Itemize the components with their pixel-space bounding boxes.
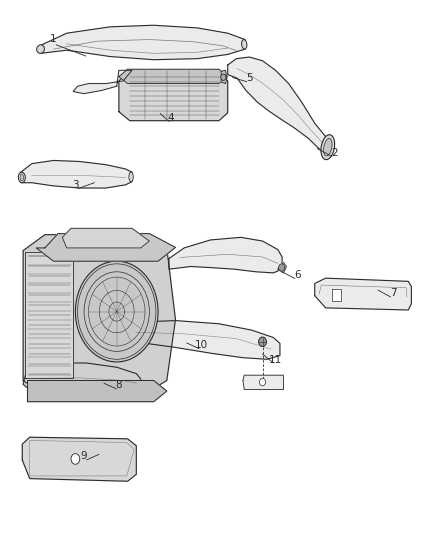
Polygon shape — [23, 235, 176, 397]
Text: 4: 4 — [168, 114, 174, 123]
Polygon shape — [23, 363, 141, 394]
Polygon shape — [36, 233, 176, 261]
Ellipse shape — [129, 172, 133, 182]
Polygon shape — [221, 70, 227, 84]
Ellipse shape — [242, 39, 247, 49]
Polygon shape — [41, 25, 245, 60]
Text: 6: 6 — [294, 270, 300, 280]
Polygon shape — [28, 381, 167, 402]
Text: 5: 5 — [246, 72, 253, 83]
Polygon shape — [21, 160, 132, 188]
Polygon shape — [169, 237, 282, 273]
Ellipse shape — [37, 45, 44, 53]
Text: 1: 1 — [50, 34, 57, 44]
Polygon shape — [243, 375, 283, 390]
Polygon shape — [332, 289, 341, 301]
Ellipse shape — [18, 172, 25, 183]
Text: 11: 11 — [269, 354, 282, 365]
Circle shape — [279, 264, 285, 271]
Text: 8: 8 — [116, 380, 122, 390]
Polygon shape — [119, 70, 228, 120]
Circle shape — [75, 261, 158, 362]
Text: 2: 2 — [331, 148, 338, 158]
Polygon shape — [228, 57, 330, 155]
Ellipse shape — [20, 174, 24, 181]
Polygon shape — [119, 69, 228, 84]
Polygon shape — [25, 252, 73, 378]
Circle shape — [258, 337, 266, 346]
Ellipse shape — [324, 139, 332, 156]
Text: 9: 9 — [81, 451, 88, 461]
Polygon shape — [62, 228, 149, 248]
Text: 3: 3 — [72, 180, 79, 190]
Polygon shape — [315, 278, 411, 310]
Text: 10: 10 — [195, 340, 208, 350]
Polygon shape — [278, 262, 286, 273]
Circle shape — [221, 74, 226, 80]
Text: 7: 7 — [390, 288, 396, 298]
Circle shape — [259, 378, 265, 386]
Polygon shape — [22, 437, 136, 481]
Ellipse shape — [321, 135, 335, 160]
Polygon shape — [119, 320, 280, 359]
Polygon shape — [73, 70, 132, 94]
Circle shape — [71, 454, 80, 464]
